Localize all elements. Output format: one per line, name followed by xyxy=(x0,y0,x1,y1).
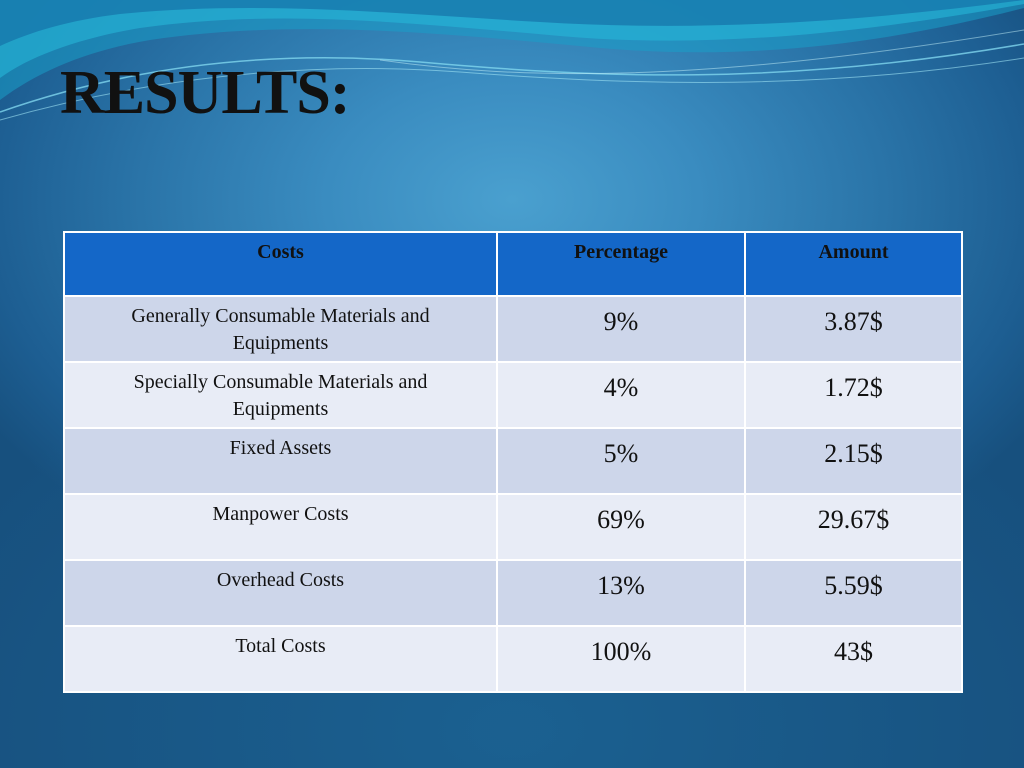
wave-decoration xyxy=(0,0,1024,121)
cell-amount: 5.59$ xyxy=(744,559,963,627)
table-header-row: Costs Percentage Amount xyxy=(63,231,963,297)
header-costs: Costs xyxy=(63,231,498,297)
cell-percentage: 5% xyxy=(496,427,746,495)
slide-title: RESULTS: xyxy=(60,59,351,127)
cell-percentage: 69% xyxy=(496,493,746,561)
results-table-container: Costs Percentage Amount Generally Consum… xyxy=(63,231,963,693)
cell-cost: Specially Consumable Materials and Equip… xyxy=(63,361,498,429)
cell-cost: Manpower Costs xyxy=(63,493,498,561)
cell-amount: 29.67$ xyxy=(744,493,963,561)
cell-amount: 3.87$ xyxy=(744,295,963,363)
cell-amount: 1.72$ xyxy=(744,361,963,429)
cell-amount: 43$ xyxy=(744,625,963,693)
cell-percentage: 13% xyxy=(496,559,746,627)
table-row: Generally Consumable Materials and Equip… xyxy=(63,295,963,363)
header-percentage: Percentage xyxy=(496,231,746,297)
cell-percentage: 4% xyxy=(496,361,746,429)
cell-cost: Total Costs xyxy=(63,625,498,693)
table-row: Manpower Costs 69% 29.67$ xyxy=(63,493,963,561)
table-row: Specially Consumable Materials and Equip… xyxy=(63,361,963,429)
results-table: Costs Percentage Amount Generally Consum… xyxy=(63,231,963,693)
cell-percentage: 9% xyxy=(496,295,746,363)
cell-cost: Generally Consumable Materials and Equip… xyxy=(63,295,498,363)
table-row: Fixed Assets 5% 2.15$ xyxy=(63,427,963,495)
cell-amount: 2.15$ xyxy=(744,427,963,495)
cell-cost: Fixed Assets xyxy=(63,427,498,495)
table-row: Overhead Costs 13% 5.59$ xyxy=(63,559,963,627)
header-amount: Amount xyxy=(744,231,963,297)
table-row-total: Total Costs 100% 43$ xyxy=(63,625,963,693)
cell-percentage: 100% xyxy=(496,625,746,693)
cell-cost: Overhead Costs xyxy=(63,559,498,627)
